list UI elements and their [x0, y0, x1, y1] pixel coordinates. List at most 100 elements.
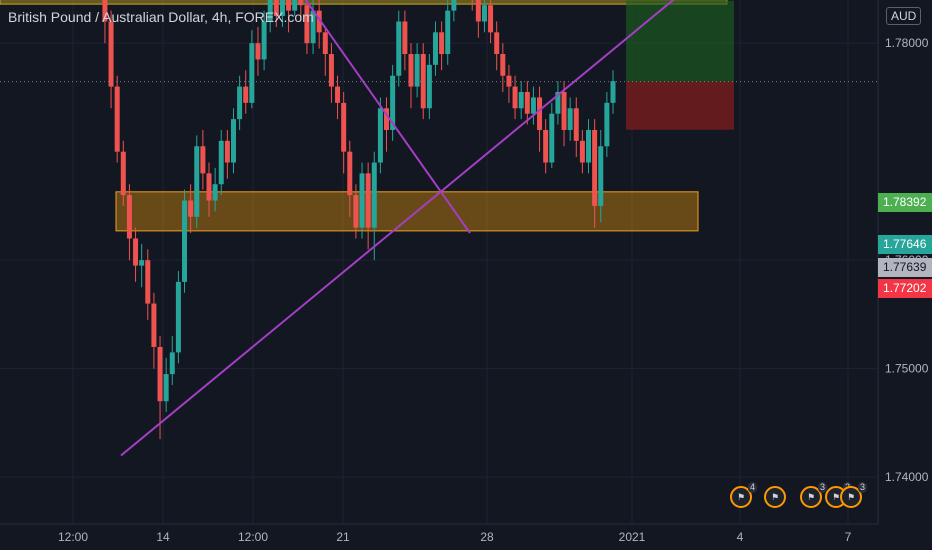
candle-body: [151, 303, 157, 347]
event-count: 3: [857, 482, 867, 493]
candle-body: [475, 0, 481, 22]
candle-body: [537, 97, 543, 130]
x-tick-label: 21: [336, 530, 350, 544]
currency-selector[interactable]: AUD: [886, 7, 922, 25]
candle-body: [304, 5, 310, 44]
candle-body: [175, 281, 181, 353]
candle-body: [316, 10, 322, 33]
candle-body: [384, 108, 390, 130]
candle-body: [439, 32, 445, 55]
candle-body: [188, 200, 194, 217]
candle-body: [261, 21, 267, 60]
candle-body: [377, 108, 383, 163]
candle-body: [163, 374, 169, 402]
candle-body: [414, 54, 420, 87]
x-tick-label: 28: [480, 530, 494, 544]
economic-event-flag-icon[interactable]: ⚑ 3: [840, 482, 867, 508]
candle-body: [169, 352, 175, 375]
resistance-zone: [0, 0, 728, 5]
candle-body: [237, 86, 243, 120]
price-label-badge: 1.77202: [878, 279, 932, 298]
candle-body: [524, 92, 530, 114]
candle-body: [555, 92, 561, 114]
candle-body: [249, 43, 255, 103]
candle-body: [157, 346, 163, 402]
candle-body: [488, 5, 494, 33]
candle-body: [610, 81, 616, 103]
event-count: 4: [747, 482, 757, 493]
candle-body: [518, 92, 524, 109]
candle-body: [310, 10, 316, 44]
candle-body: [426, 64, 432, 109]
candle-body: [182, 200, 188, 282]
candle-body: [230, 119, 236, 163]
x-tick-label: 2021: [619, 530, 646, 544]
candle-body: [396, 21, 402, 76]
candle-body: [390, 75, 396, 130]
candle-body: [114, 86, 120, 152]
candle-body: [402, 21, 408, 55]
candle-body: [212, 184, 218, 201]
candle-body: [133, 238, 139, 266]
candle-body: [592, 129, 598, 206]
descending-trendline: [304, 0, 471, 234]
candle-body: [292, 0, 298, 11]
candle-body: [512, 86, 518, 109]
candle-body: [445, 10, 451, 55]
candle-body: [298, 0, 304, 6]
candle-body: [561, 92, 567, 130]
support-zone: [115, 191, 699, 232]
candle-body: [108, 21, 114, 87]
candle-body: [341, 102, 347, 152]
x-tick-label: 7: [845, 530, 852, 544]
candle-body: [567, 108, 573, 130]
candle-body: [365, 173, 371, 228]
candle-body: [139, 260, 145, 266]
economic-event-flag-icon[interactable]: ⚑: [764, 486, 786, 508]
candle-body: [102, 0, 108, 22]
candle-body: [353, 195, 359, 228]
candle-body: [549, 113, 555, 163]
price-label-badge: 1.77639: [878, 258, 932, 277]
candle-body: [579, 140, 585, 163]
chart-title: British Pound / Australian Dollar, 4h, F…: [8, 9, 314, 25]
candle-body: [347, 151, 353, 196]
event-count: 3: [817, 482, 827, 493]
y-tick-label: 1.75000: [885, 362, 929, 376]
candle-body: [120, 151, 126, 196]
candle-body: [200, 146, 206, 174]
candle-body: [530, 97, 536, 114]
price-label-badge: 1.78392: [878, 193, 932, 212]
ascending-trendline: [120, 0, 675, 457]
y-tick-label: 1.74000: [885, 470, 929, 484]
candle-body: [218, 140, 224, 185]
candle-body: [371, 162, 377, 228]
economic-event-flag-icon[interactable]: ⚑ 4: [730, 482, 757, 508]
y-tick-label: 1.78000: [885, 36, 929, 50]
candle-body: [543, 129, 549, 163]
candle-body: [408, 54, 414, 87]
economic-event-flag-icon[interactable]: ⚑ 3: [800, 482, 827, 508]
x-tick-label: 4: [737, 530, 744, 544]
candle-body: [604, 102, 610, 147]
candle-body: [420, 54, 426, 109]
candle-body: [451, 0, 457, 11]
candle-body: [145, 260, 151, 304]
price-label-badge: 1.77646: [878, 235, 932, 254]
candle-body: [224, 140, 230, 163]
x-tick-label: 12:00: [238, 530, 268, 544]
candle-body: [194, 146, 200, 217]
candle-body: [586, 129, 592, 163]
candle-body: [432, 32, 438, 65]
x-tick-label: 12:00: [58, 530, 88, 544]
position-loss-zone: [626, 81, 734, 130]
candle-body: [573, 108, 579, 141]
candle-body: [206, 173, 212, 201]
candle-body: [243, 86, 249, 103]
candle-body: [286, 0, 292, 11]
candle-body: [126, 195, 132, 239]
candle-body: [267, 0, 273, 22]
candle-body: [328, 54, 334, 87]
